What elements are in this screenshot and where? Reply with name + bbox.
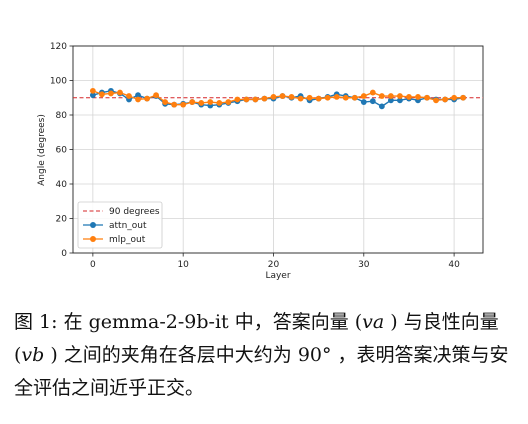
legend: 90 degrees attn_out mlp_out [77,201,163,249]
mlp-out-point [216,100,223,106]
axis-ticks: 0 20 40 60 80 100 120 0 10 20 30 40 [50,42,460,270]
mlp-out-point [288,93,295,100]
mlp-out-point [135,96,141,103]
mlp-out-point [433,97,439,104]
mlp-out-point [270,93,277,100]
attn-out-point [135,92,141,99]
x-tick-label: 20 [268,260,280,270]
mlp-out-point [460,94,467,101]
legend-mlp-out-label: mlp_out [109,235,146,245]
x-tick-label: 10 [177,260,189,270]
mlp-out-point [360,93,367,99]
mlp-out-point [207,99,214,105]
mlp-out-point [369,89,376,96]
mlp-out-point [225,99,232,105]
series-layer [89,87,467,110]
mlp-out-point [117,89,123,96]
attn-out-point [378,103,385,110]
figure-caption: 图 1: 在 gemma-2-9b-it 中，答案向量 (𝑣𝑎 ) 与良性向量 … [14,311,509,399]
attn-out-point [360,99,367,105]
mlp-out-point [98,91,105,98]
x-axis-label: Layer [265,271,290,281]
x-tick-label: 40 [448,260,460,270]
mlp-out-point [234,96,241,103]
mlp-out-point [180,101,187,108]
attn-out-point [387,97,394,104]
y-tick-label: 120 [50,42,67,52]
mlp-out-point [162,99,169,105]
y-tick-label: 40 [56,180,68,190]
mlp-out-point [324,94,331,101]
angle-chart: 0 20 40 60 80 100 120 0 10 20 30 40 Layer Angle (de… [37,42,484,281]
mlp-out-point [279,93,286,99]
mlp-out-point [424,94,430,101]
x-tick-label: 0 [90,260,96,270]
mlp-out-point [171,101,178,108]
mlp-out-point [89,87,96,94]
attn-out-point [89,92,96,99]
legend-mlp-out-swatch-marker [90,236,96,242]
mlp-out-point [153,92,159,99]
mlp-out-point [333,93,340,100]
mlp-out-point [306,94,313,101]
mlp-out-point [406,93,412,100]
legend-attn-out-label: attn_out [109,221,147,231]
attn-out-point [369,98,376,105]
mlp-out-point [198,100,205,106]
mlp-out-point [397,93,403,99]
mlp-out-point [451,94,458,101]
attn-out-point [397,97,403,104]
mlp-out-point [415,93,421,100]
mlp-out-point [342,94,349,101]
mlp-out-point [378,93,385,99]
x-tick-label: 30 [358,260,370,270]
legend-box [77,201,163,249]
mlp-out-point [315,95,322,102]
mlp-out-point [189,99,196,105]
mlp-out-point [442,96,448,103]
mlp-out-point [243,96,250,103]
mlp-out-point [297,95,304,102]
mlp-out-point [108,90,114,97]
mlp-out-point [351,94,358,101]
mlp-out-point [126,93,132,99]
y-tick-label: 20 [56,215,68,225]
mlp-out-point [252,96,259,103]
mlp-out-point [387,93,394,99]
y-tick-label: 100 [50,77,67,87]
mlp-out-series [89,87,467,108]
legend-attn-out-swatch-marker [90,222,96,228]
y-tick-label: 60 [56,146,68,156]
y-axis-label: Angle (degrees) [37,114,47,186]
y-tick-label: 0 [61,249,67,259]
mlp-out-point [261,95,268,102]
y-tick-label: 80 [56,111,68,121]
mlp-out-point [144,95,150,102]
legend-reference-label: 90 degrees [109,207,160,217]
